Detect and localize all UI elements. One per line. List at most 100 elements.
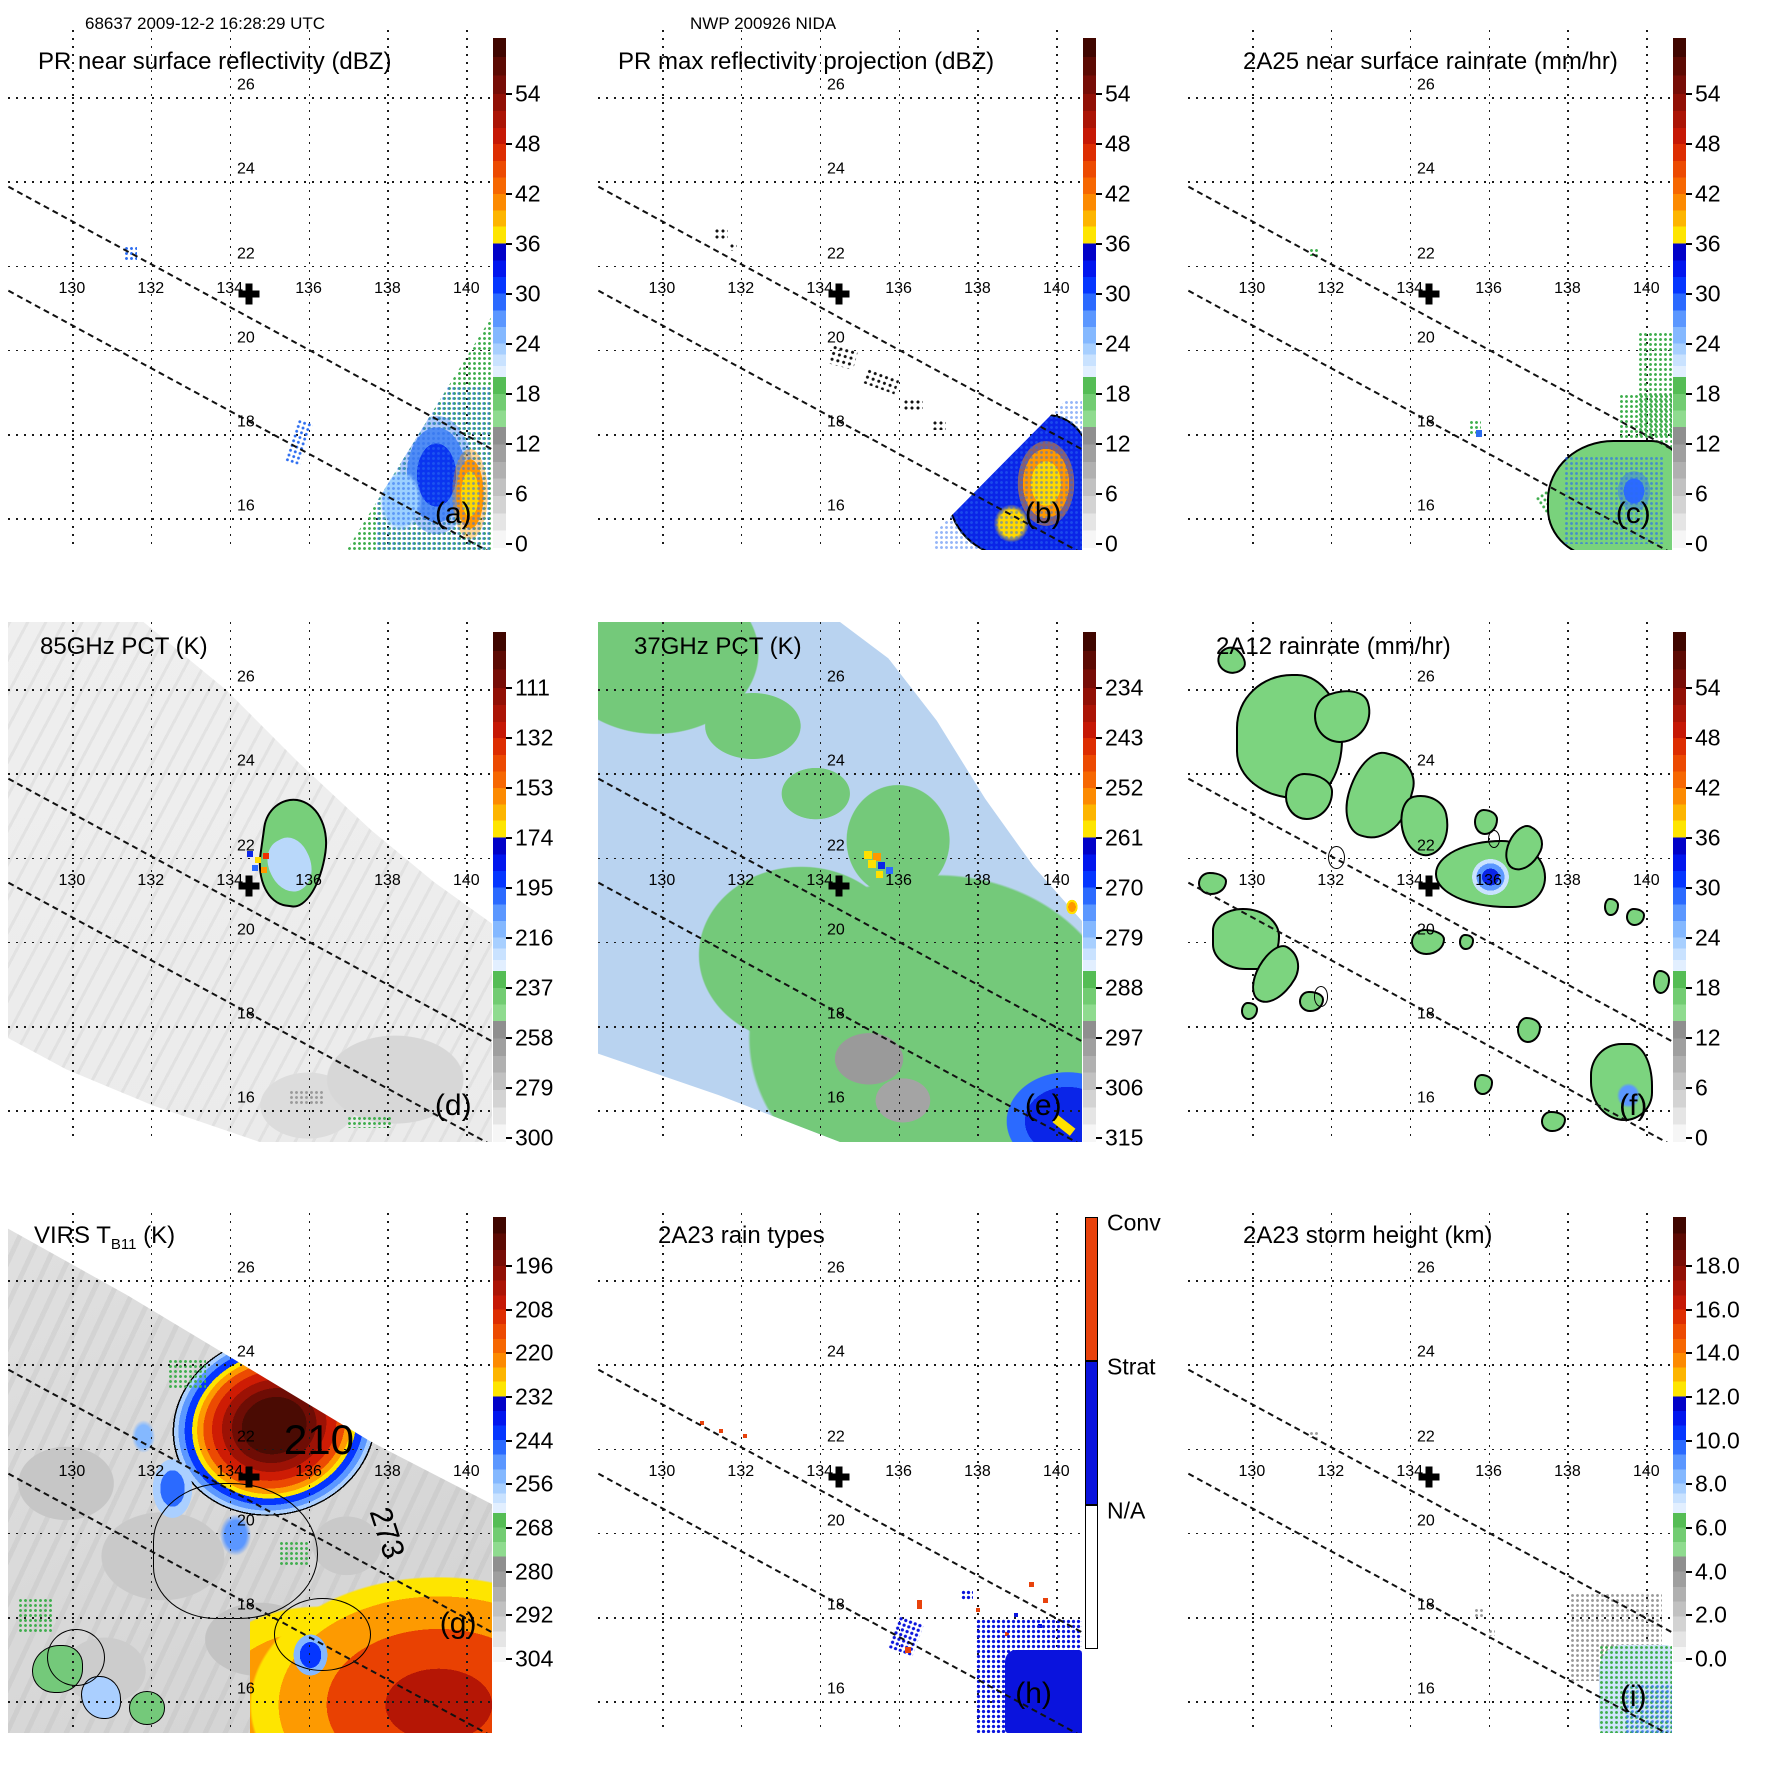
latitude-gridline <box>8 1701 492 1703</box>
longitude-gridline <box>150 30 153 550</box>
colorbar-tick <box>506 193 512 196</box>
latitude-gridline <box>8 265 492 268</box>
longitude-gridline <box>1409 30 1412 550</box>
colorbar-tick <box>1096 887 1102 890</box>
colorbar-tick-label: 6 <box>515 480 528 507</box>
colorbar-tick <box>1096 393 1102 396</box>
contour-outline <box>1313 986 1329 1007</box>
panel-h-map: 2A23 rain types (h) 26 24 22 20 18 16 130 132 13… <box>598 1213 1082 1733</box>
colorbar-tick-label: 243 <box>1105 724 1144 751</box>
green-speckle <box>167 1358 207 1390</box>
panel-d-map: 85GHz PCT (K) (d) 26 24 22 20 18 16 130 132 134 1… <box>8 622 492 1142</box>
warm-edge-blob <box>1065 897 1080 916</box>
latitude-label: 26 <box>1417 1259 1435 1277</box>
longitude-label: 138 <box>964 1462 991 1480</box>
latitude-gridline <box>1188 518 1672 520</box>
latitude-label: 16 <box>827 497 845 515</box>
longitude-gridline <box>1251 622 1254 1142</box>
colorbar-tick-label: 6 <box>1695 480 1708 507</box>
colorbar-tick <box>1686 1570 1692 1573</box>
colorbar-tick-label: 6 <box>1105 480 1118 507</box>
colorbar-segment-conv <box>1085 1217 1098 1362</box>
colorbar-tick <box>506 1352 512 1355</box>
orbit-timestamp-header: 68637 2009-12-2 16:28:29 UTC <box>85 14 326 33</box>
longitude-label: 140 <box>1042 1462 1070 1480</box>
colorbar-tick <box>1686 543 1692 546</box>
longitude-label: 140 <box>1632 871 1660 889</box>
colorbar-tick-label: 237 <box>515 974 554 1001</box>
latitude-label: 22 <box>237 836 255 854</box>
latitude-gridline <box>598 773 1082 775</box>
colorbar-tick-label: 48 <box>1695 130 1721 157</box>
longitude-gridline <box>898 30 901 550</box>
latitude-gridline <box>1188 1026 1672 1028</box>
contour-outline <box>46 1629 105 1687</box>
gray-smudge <box>288 1090 323 1104</box>
latitude-gridline <box>8 1617 492 1619</box>
latitude-label: 18 <box>827 1005 845 1023</box>
colorbar-tick <box>1686 987 1692 990</box>
latitude-gridline <box>1188 1280 1672 1282</box>
longitude-gridline <box>1646 622 1649 1142</box>
colorbar-tick-label: 0.0 <box>1695 1645 1727 1672</box>
colorbar-tick <box>506 1570 512 1573</box>
longitude-label: 136 <box>885 1462 912 1480</box>
longitude-gridline <box>1567 30 1570 550</box>
latitude-gridline <box>598 857 1082 860</box>
latitude-label: 16 <box>827 1089 845 1107</box>
colorbar-tick <box>506 1395 512 1398</box>
echo-contour-speck <box>728 243 737 252</box>
longitude-label: 132 <box>727 279 755 297</box>
longitude-gridline <box>150 622 153 1142</box>
longitude-gridline <box>661 622 664 1142</box>
latitude-gridline <box>598 1026 1082 1028</box>
colorbar-tick <box>1686 193 1692 196</box>
colorbar-tick-label: 270 <box>1105 874 1144 901</box>
latitude-gridline <box>598 941 1082 944</box>
longitude-gridline <box>308 30 311 550</box>
colorbar-tick <box>1686 1137 1692 1140</box>
longitude-gridline <box>229 30 232 550</box>
colorbar-tick-label: 12 <box>515 430 541 457</box>
longitude-gridline <box>466 1213 469 1733</box>
storm-center-marker <box>1418 875 1440 897</box>
latitude-gridline <box>8 434 492 436</box>
longitude-gridline <box>1056 1213 1059 1733</box>
latitude-label: 26 <box>237 1259 255 1277</box>
latitude-gridline <box>1188 97 1672 99</box>
latitude-label: 22 <box>1417 244 1435 262</box>
colorbar-tick-label: 12 <box>1695 430 1721 457</box>
colorbar-tick <box>506 543 512 546</box>
panel-c-colorbar: 54 48 42 36 30 24 18 12 6 0 <box>1673 38 1743 557</box>
latitude-gridline <box>598 97 1082 99</box>
latitude-gridline <box>8 181 492 183</box>
latitude-gridline <box>598 181 1082 183</box>
latitude-label: 20 <box>1417 921 1435 939</box>
rain-patch <box>1541 1110 1566 1132</box>
warm-pixel <box>873 852 882 861</box>
colorbar-tick-label: 24 <box>1105 330 1131 357</box>
colorbar-tick <box>1686 1308 1692 1311</box>
latitude-label: 20 <box>1417 329 1435 347</box>
longitude-gridline <box>661 1213 664 1733</box>
longitude-gridline <box>740 30 743 550</box>
latitude-gridline <box>1188 1110 1672 1112</box>
colorbar-tick-label: 48 <box>1105 130 1131 157</box>
colorbar-tick <box>1686 393 1692 396</box>
latitude-label: 18 <box>1417 1005 1435 1023</box>
colorbar-gradient <box>1673 1217 1686 1662</box>
panel-i-colorbar: 18.0 16.0 14.0 12.0 10.0 8.0 6.0 4.0 2.0 0.0 <box>1673 1217 1743 1671</box>
colorbar-tick <box>506 1657 512 1660</box>
latitude-gridline <box>1188 1701 1672 1703</box>
longitude-gridline <box>71 1213 74 1733</box>
colorbar-tick <box>1096 243 1102 246</box>
colorbar-gradient <box>493 632 506 1142</box>
longitude-gridline <box>977 30 980 550</box>
colorbar-segment-strat <box>1085 1360 1098 1505</box>
colorbar-tick <box>1686 1614 1692 1617</box>
colorbar-tick-label: 42 <box>1695 180 1721 207</box>
latitude-label: 18 <box>1417 1596 1435 1614</box>
stratiform-speckle <box>961 1590 973 1600</box>
colorbar-tick-label: 258 <box>515 1024 554 1051</box>
longitude-label: 130 <box>648 871 676 889</box>
